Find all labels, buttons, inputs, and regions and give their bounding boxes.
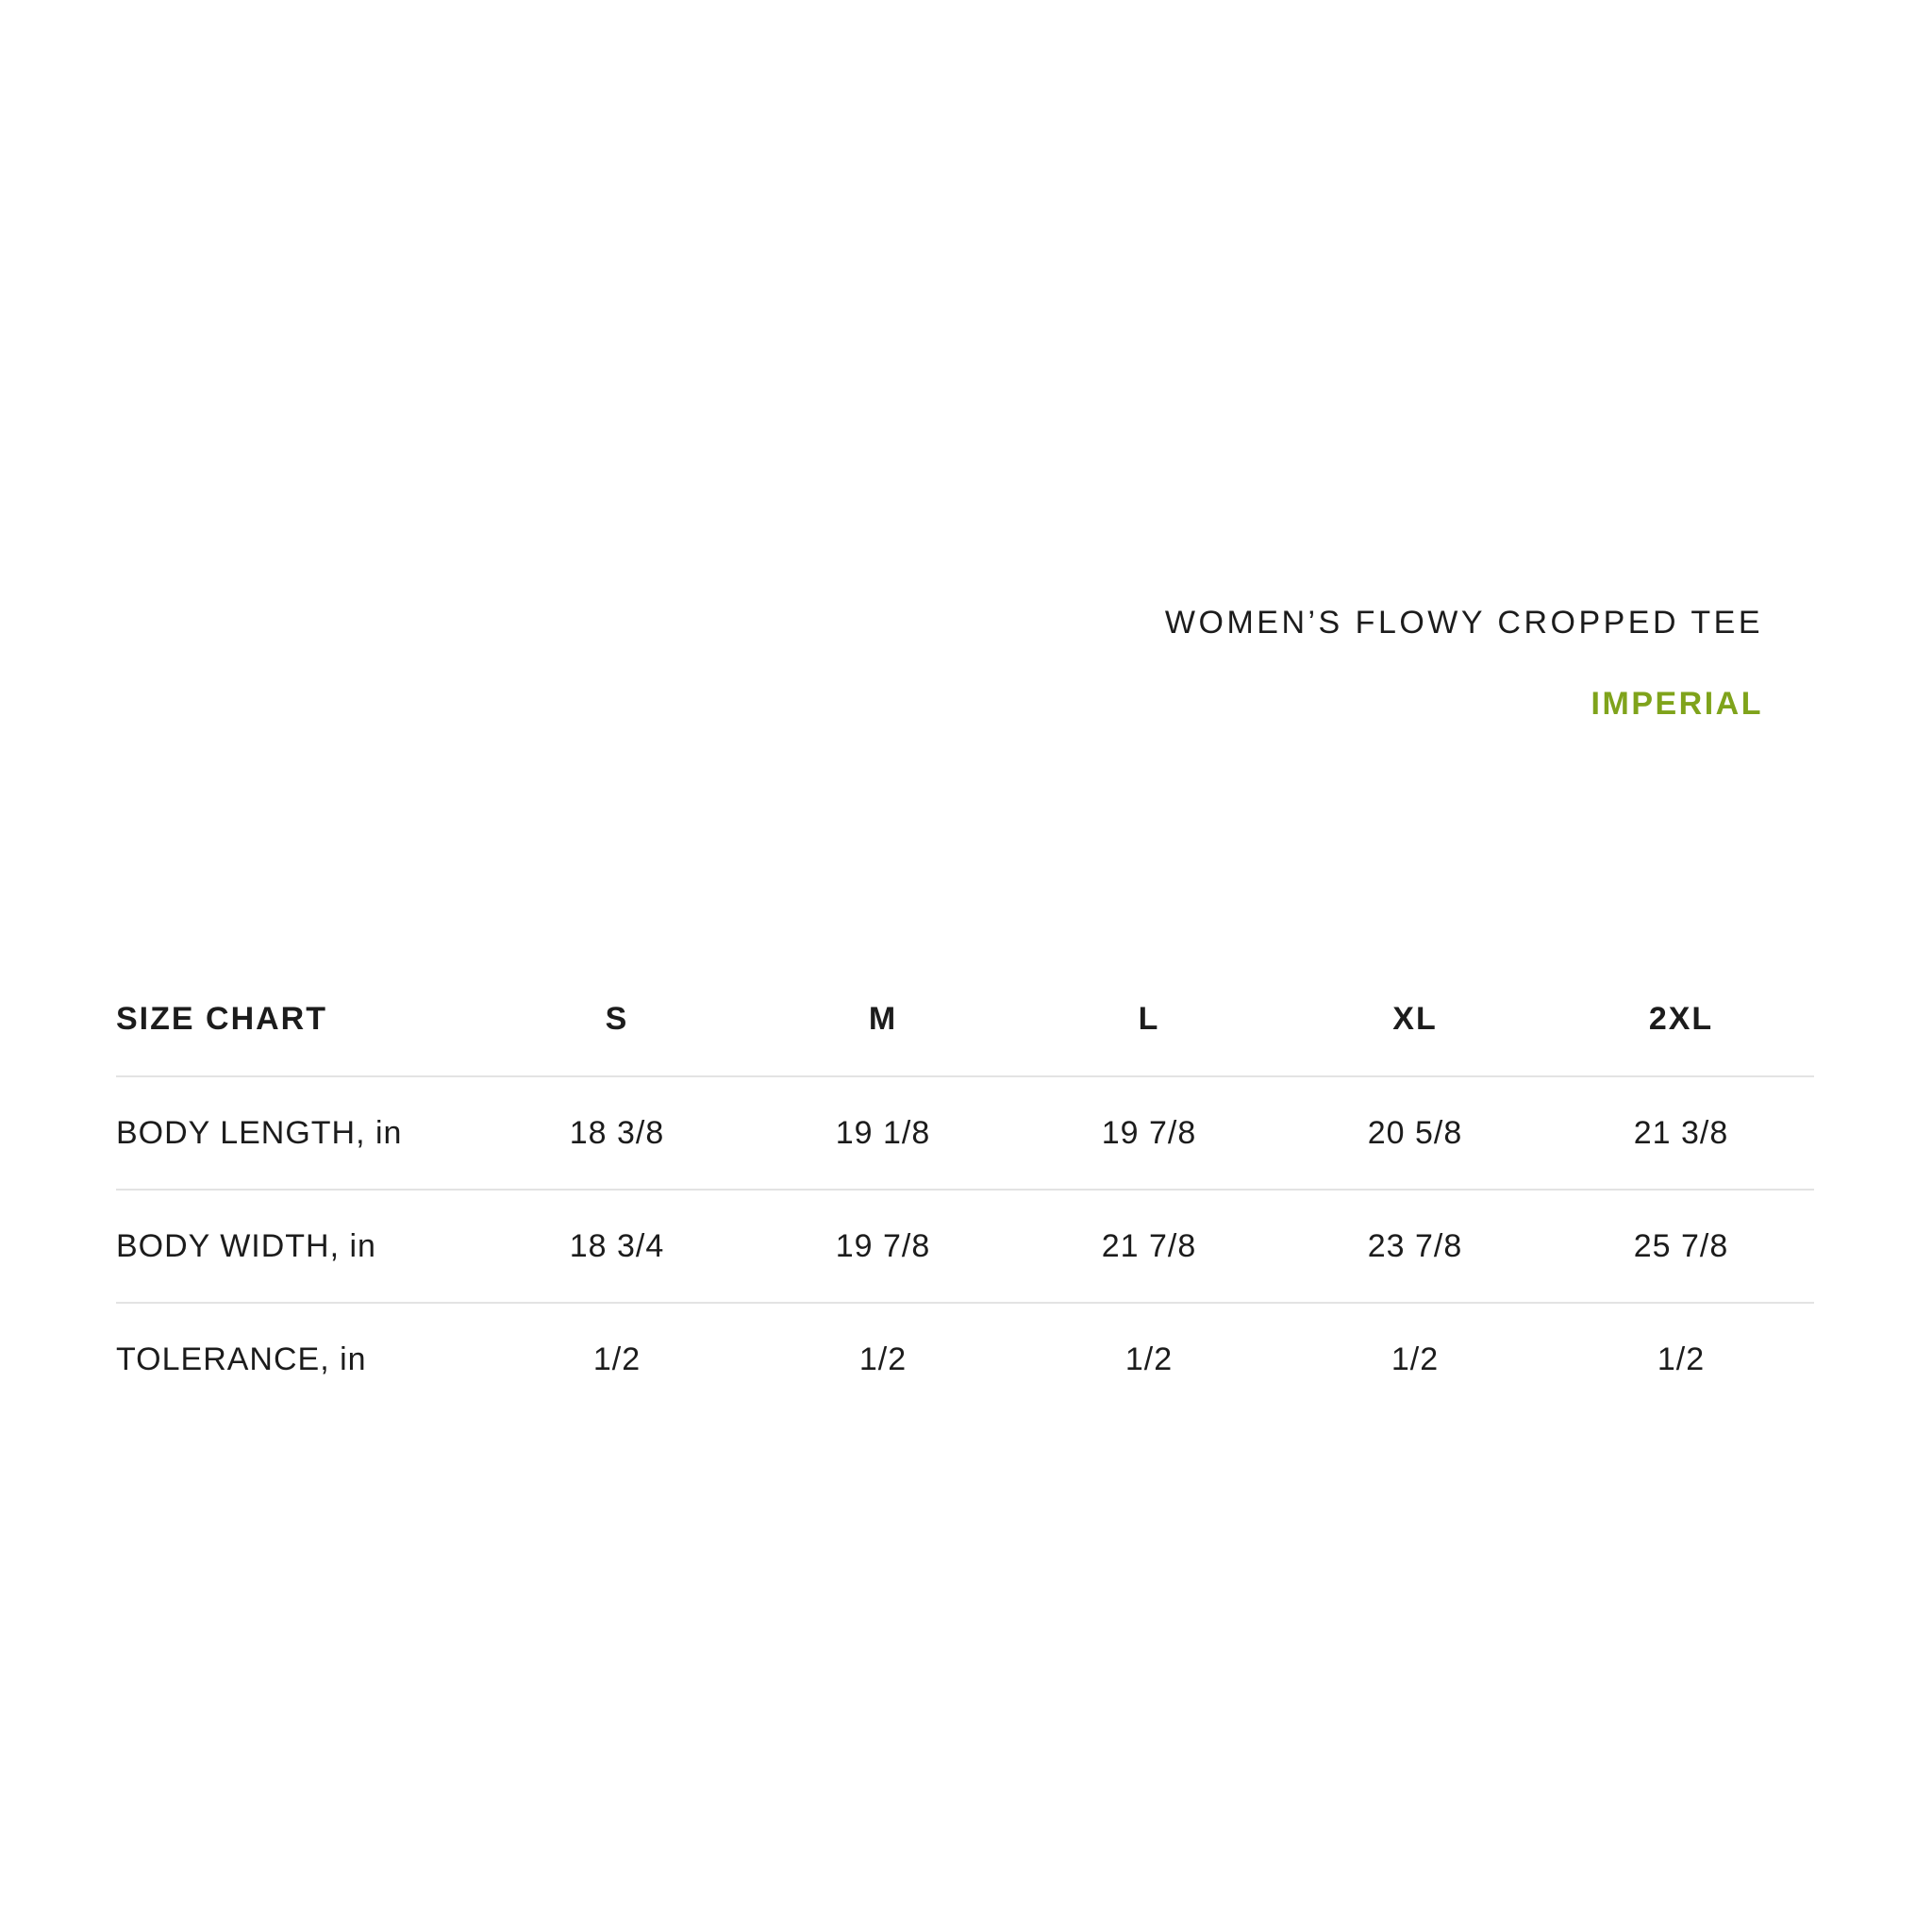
row-label: TOLERANCE, in (116, 1302, 484, 1415)
title-block: WOMEN’S FLOWY CROPPED TEE IMPERIAL (116, 604, 1814, 723)
size-chart-table: SIZE CHART S M L XL 2XL BODY LENGTH, in … (116, 962, 1814, 1415)
unit-system-label: IMPERIAL (1591, 686, 1763, 722)
column-header-2xl: 2XL (1648, 1000, 1714, 1037)
size-chart-header-row: SIZE CHART S M L XL 2XL (116, 962, 1814, 1076)
cell-value: 21 7/8 (1016, 1189, 1282, 1303)
row-label: BODY LENGTH, in (116, 1075, 484, 1190)
cell-value: 23 7/8 (1282, 1189, 1548, 1303)
cell-value: 18 3/4 (484, 1189, 750, 1303)
cell-value: 18 3/8 (484, 1075, 750, 1190)
cell-value: 19 1/8 (750, 1075, 1016, 1190)
cell-value: 20 5/8 (1282, 1075, 1548, 1190)
cell-value: 1/2 (484, 1302, 750, 1415)
column-header-s: S (605, 1000, 629, 1037)
cell-value: 1/2 (1016, 1302, 1282, 1415)
table-row-body-width: BODY WIDTH, in 18 3/4 19 7/8 21 7/8 23 7… (116, 1189, 1814, 1303)
size-chart-corner-label: SIZE CHART (116, 1000, 327, 1037)
cell-value: 1/2 (1548, 1302, 1814, 1415)
column-header-l: L (1138, 1000, 1160, 1037)
cell-value: 25 7/8 (1548, 1189, 1814, 1303)
table-row-tolerance: TOLERANCE, in 1/2 1/2 1/2 1/2 1/2 (116, 1302, 1814, 1415)
row-label: BODY WIDTH, in (116, 1189, 484, 1303)
cell-value: 19 7/8 (1016, 1075, 1282, 1190)
cell-value: 21 3/8 (1548, 1075, 1814, 1190)
cell-value: 19 7/8 (750, 1189, 1016, 1303)
column-header-m: M (868, 1000, 898, 1037)
column-header-xl: XL (1392, 1000, 1438, 1037)
cell-value: 1/2 (750, 1302, 1016, 1415)
table-row-body-length: BODY LENGTH, in 18 3/8 19 1/8 19 7/8 20 … (116, 1075, 1814, 1190)
product-title: WOMEN’S FLOWY CROPPED TEE (1164, 605, 1763, 641)
cell-value: 1/2 (1282, 1302, 1548, 1415)
